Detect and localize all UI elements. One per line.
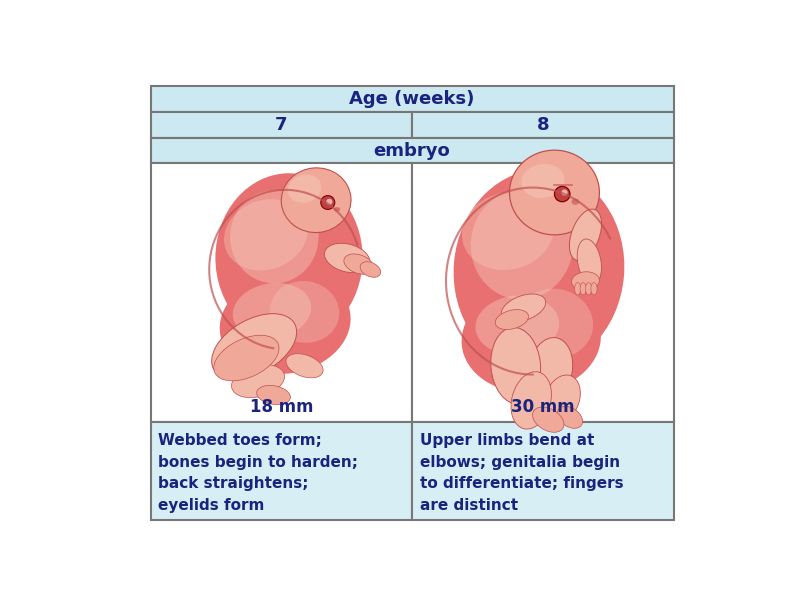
Ellipse shape [344,254,374,274]
Bar [412,112,674,138]
Text: embryo: embryo [374,142,450,160]
Ellipse shape [360,262,380,277]
Ellipse shape [256,385,291,404]
Ellipse shape [557,406,582,428]
Text: Webbed toes form;
bones begin to harden;
back straightens;
eyelids form: Webbed toes form; bones begin to harden;… [159,433,358,513]
Ellipse shape [572,272,599,290]
Ellipse shape [591,283,597,295]
Ellipse shape [288,175,321,203]
Ellipse shape [453,170,624,370]
Text: Age (weeks): Age (weeks) [349,90,475,108]
Ellipse shape [544,375,581,423]
Ellipse shape [326,199,332,205]
Bar [412,422,674,520]
Text: 30 mm: 30 mm [511,398,574,416]
Ellipse shape [574,283,581,295]
Ellipse shape [219,273,351,374]
Text: 18 mm: 18 mm [250,398,313,416]
Bar [151,86,674,112]
Text: 7: 7 [275,116,288,134]
Ellipse shape [533,407,564,432]
Ellipse shape [286,353,323,378]
Ellipse shape [516,289,593,358]
Ellipse shape [578,239,602,284]
Ellipse shape [554,187,570,202]
Text: 8: 8 [537,116,549,134]
Ellipse shape [580,283,586,295]
Ellipse shape [231,365,284,398]
Ellipse shape [233,283,312,339]
Ellipse shape [230,190,319,283]
Ellipse shape [270,281,340,343]
Bar [151,138,674,163]
Ellipse shape [215,173,363,343]
Ellipse shape [491,328,541,404]
Ellipse shape [281,168,351,233]
Ellipse shape [495,310,529,329]
Ellipse shape [529,338,573,401]
Ellipse shape [321,196,335,209]
Ellipse shape [211,314,296,379]
Ellipse shape [511,372,551,429]
Ellipse shape [572,199,579,205]
Ellipse shape [509,150,599,235]
Ellipse shape [461,285,601,393]
Ellipse shape [586,283,592,295]
Ellipse shape [521,164,565,198]
Bar [412,163,674,422]
Text: Upper limbs bend at
elbows; genitalia begin
to differentiate; fingers
are distin: Upper limbs bend at elbows; genitalia be… [420,433,623,513]
Ellipse shape [324,243,370,272]
Ellipse shape [224,199,308,271]
Ellipse shape [476,296,559,355]
Bar [151,163,412,422]
Ellipse shape [214,335,279,381]
Ellipse shape [501,294,545,322]
Bar [151,112,412,138]
Ellipse shape [562,190,568,196]
Ellipse shape [462,192,554,270]
Ellipse shape [334,207,340,212]
Ellipse shape [570,209,602,260]
Ellipse shape [471,190,573,299]
Bar [151,422,412,520]
